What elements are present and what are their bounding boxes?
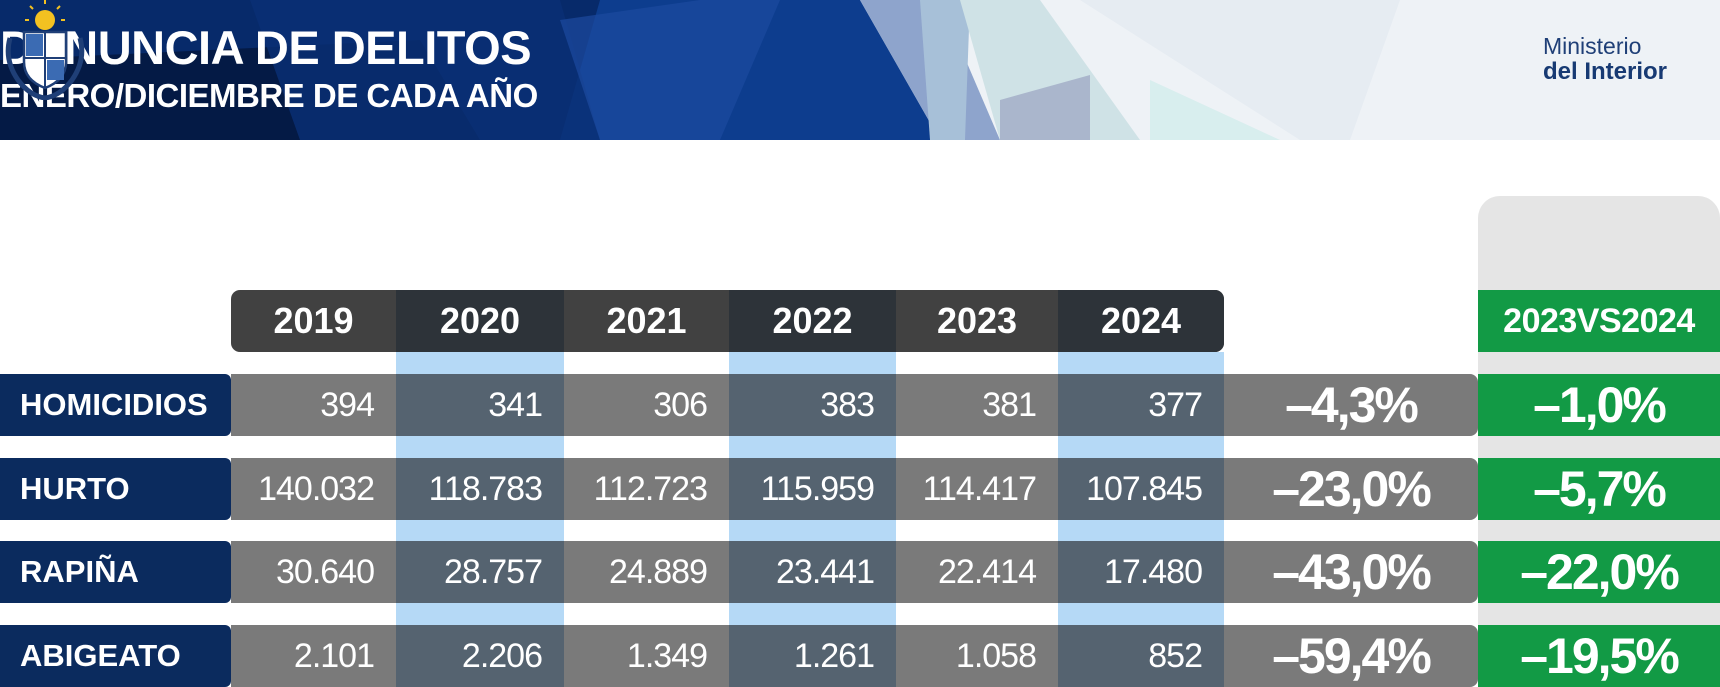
header-banner: DENUNCIA DE DELITOS ENERO/DICIEMBRE DE C… xyxy=(0,0,1720,140)
table-cell: 22.414 xyxy=(896,541,1058,603)
table-cell: 114.417 xyxy=(896,458,1058,520)
header-shade-2024 xyxy=(1058,290,1224,352)
change-2023-2024-cell: –5,7% xyxy=(1478,458,1720,520)
row-label-hurto: HURTO xyxy=(0,458,231,520)
table-cell: 381 xyxy=(896,374,1058,436)
row-label-homicidios: HOMICIDIOS xyxy=(0,374,231,436)
table-cell: 107.845 xyxy=(1058,458,1224,520)
column-header-2019vs2024: 2019VS2024 xyxy=(1255,301,1447,340)
table-cell: 383 xyxy=(729,374,896,436)
table-cell: 30.640 xyxy=(231,541,396,603)
comparison-panel xyxy=(1478,196,1720,687)
table-cell: 24.889 xyxy=(564,541,729,603)
header-shade-2022 xyxy=(729,290,896,352)
table-cell: 1.261 xyxy=(729,625,896,687)
table-cell: 118.783 xyxy=(396,458,564,520)
row-label-abigeato: ABIGEATO xyxy=(0,625,231,687)
banner-background xyxy=(0,0,1400,140)
change-2019-2024-cell: –59,4% xyxy=(1224,625,1478,687)
page-subtitle: ENERO/DICIEMBRE DE CADA AÑO xyxy=(0,77,538,114)
table-cell: 1.058 xyxy=(896,625,1058,687)
header-shade-2020 xyxy=(396,290,564,352)
column-header-2022: 2022 xyxy=(772,300,853,341)
change-2019-2024-cell: –4,3% xyxy=(1224,374,1478,436)
column-header-2023vs2024: 2023VS2024 xyxy=(1478,290,1720,352)
table-cell: 28.757 xyxy=(396,541,564,603)
column-header-2020: 2020 xyxy=(439,300,521,341)
row-label-rapiña: RAPIÑA xyxy=(0,541,231,603)
table-cell: 306 xyxy=(564,374,729,436)
column-header-2024: 2024 xyxy=(1100,300,1182,341)
table-cell: 140.032 xyxy=(231,458,396,520)
column-header-2023: 2023 xyxy=(936,300,1018,341)
change-2019-2024-cell: –43,0% xyxy=(1224,541,1478,603)
change-2023-2024-cell: –19,5% xyxy=(1478,625,1720,687)
table-cell: 1.349 xyxy=(564,625,729,687)
change-2023-2024-cell: –1,0% xyxy=(1478,374,1720,436)
column-header-2019: 2019 xyxy=(273,300,354,341)
ministry-line-2: del Interior xyxy=(1543,58,1668,85)
change-2019-2024-cell: –23,0% xyxy=(1224,458,1478,520)
table-cell: 394 xyxy=(231,374,396,436)
table-cell: 852 xyxy=(1058,625,1224,687)
table-cell: 23.441 xyxy=(729,541,896,603)
coat-of-arms-icon xyxy=(5,0,85,100)
ministry-logo-text: Ministerio del Interior xyxy=(1543,33,1668,85)
table-cell: 17.480 xyxy=(1058,541,1224,603)
table-cell: 2.101 xyxy=(231,625,396,687)
page-title: DENUNCIA DE DELITOS xyxy=(0,21,532,74)
column-header-2021: 2021 xyxy=(606,300,687,341)
change-2023-2024-cell: –22,0% xyxy=(1478,541,1720,603)
table-cell: 377 xyxy=(1058,374,1224,436)
table-cell: 341 xyxy=(396,374,564,436)
table-cell: 115.959 xyxy=(729,458,896,520)
ministry-line-1: Ministerio xyxy=(1543,33,1642,59)
table-cell: 112.723 xyxy=(564,458,729,520)
table-cell: 2.206 xyxy=(396,625,564,687)
